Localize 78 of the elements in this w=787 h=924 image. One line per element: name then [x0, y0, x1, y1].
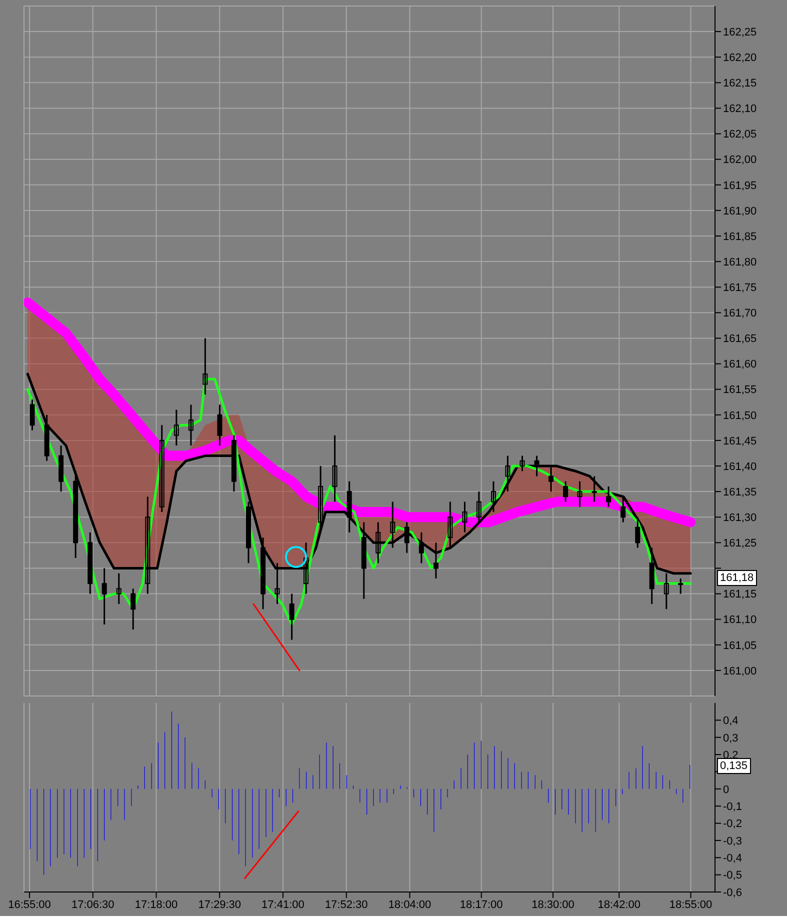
y-tick-label: 161,45: [723, 435, 757, 448]
y-tick-label: 161,70: [723, 308, 757, 320]
x-tick-label: 18:04:00: [388, 898, 432, 911]
y-tick-label: 161,05: [723, 640, 757, 652]
y-tick-label: 161,60: [723, 358, 757, 371]
y-tick-label: 161,75: [723, 282, 757, 294]
y-tick-label: -0,6: [723, 886, 742, 899]
y-tick-label: -0,4: [723, 852, 742, 865]
x-tick-label: 17:52:30: [324, 898, 368, 911]
candlestick: [476, 490, 482, 523]
candlestick: [577, 480, 582, 508]
y-tick-label: 161,65: [723, 333, 757, 346]
candlestick: [678, 578, 684, 595]
candlestick: [606, 486, 612, 508]
y-tick-label: 161,90: [723, 205, 757, 218]
x-tick-label: 16:55:00: [8, 898, 51, 911]
candlestick: [490, 480, 496, 513]
y-tick-label: 0,4: [723, 715, 738, 728]
candlestick: [102, 567, 107, 626]
y-tick-label: 161,95: [723, 180, 757, 192]
candlestick: [30, 398, 35, 431]
y-tick-label: 161,15: [723, 588, 757, 601]
x-tick-label: 18:55:00: [669, 898, 712, 911]
candlestick: [188, 404, 194, 446]
y-tick-label: 0,3: [723, 732, 738, 744]
candlestick: [404, 521, 410, 554]
candlestick: [174, 409, 179, 446]
candlestick: [520, 455, 525, 472]
y-tick-label: 161,30: [723, 512, 757, 524]
y-tick-label: 161,80: [723, 256, 757, 268]
annotation: 0,135: [717, 758, 751, 774]
candlestick: [217, 404, 222, 446]
y-tick-label: -0,1: [723, 800, 742, 813]
y-tick-label: 162,20: [723, 52, 757, 64]
candlestick: [116, 572, 122, 605]
x-tick-label: 18:42:00: [598, 898, 641, 911]
y-tick-label: 162,10: [723, 103, 757, 116]
y-tick-label: 161,35: [723, 486, 757, 498]
candlestick: [390, 501, 396, 549]
candlestick: [635, 516, 640, 549]
x-tick-label: 17:18:00: [134, 898, 178, 911]
candlestick: [418, 532, 424, 564]
x-tick-label: 17:29:30: [198, 898, 242, 911]
candlestick: [505, 455, 510, 492]
y-tick-label: 161,40: [723, 460, 757, 473]
y-tick-label: 162,05: [723, 128, 757, 141]
candlestick: [202, 337, 208, 396]
x-tick-label: 18:30:00: [532, 898, 574, 911]
y-tick-label: -0,3: [723, 835, 742, 848]
y-tick-label: 0: [723, 784, 730, 796]
candlestick: [289, 593, 294, 641]
candlestick: [130, 588, 136, 630]
x-tick-label: 18:17:00: [460, 898, 503, 911]
y-tick-label: -0,2: [723, 818, 742, 830]
y-tick-label: 161,10: [723, 614, 757, 626]
candlestick: [332, 434, 338, 503]
candlestick: [548, 465, 554, 492]
y-tick-label: 161,85: [723, 230, 757, 243]
candlestick: [376, 521, 381, 564]
y-tick-label: 162,00: [723, 154, 757, 166]
candlestick: [563, 480, 568, 503]
candlestick: [462, 501, 468, 534]
y-tick-label: 162,25: [723, 26, 757, 38]
y-tick-label: 161,50: [723, 410, 757, 422]
x-tick-label: 17:41:00: [262, 898, 304, 911]
y-tick-label: 162,15: [723, 78, 757, 90]
x-tick-label: 17:06:30: [71, 898, 114, 911]
candlestick: [448, 501, 453, 549]
candlestick: [620, 496, 626, 523]
candlestick: [534, 455, 540, 477]
y-tick-label: 161,25: [723, 538, 757, 550]
candlestick: [159, 424, 164, 513]
y-tick-label: 161,55: [723, 384, 757, 396]
y-tick-label: -0,5: [723, 870, 742, 882]
candlestick: [592, 475, 597, 503]
annotation: 161,18: [717, 570, 757, 586]
y-tick-label: 161,00: [723, 665, 757, 678]
candlestick: [318, 465, 324, 534]
